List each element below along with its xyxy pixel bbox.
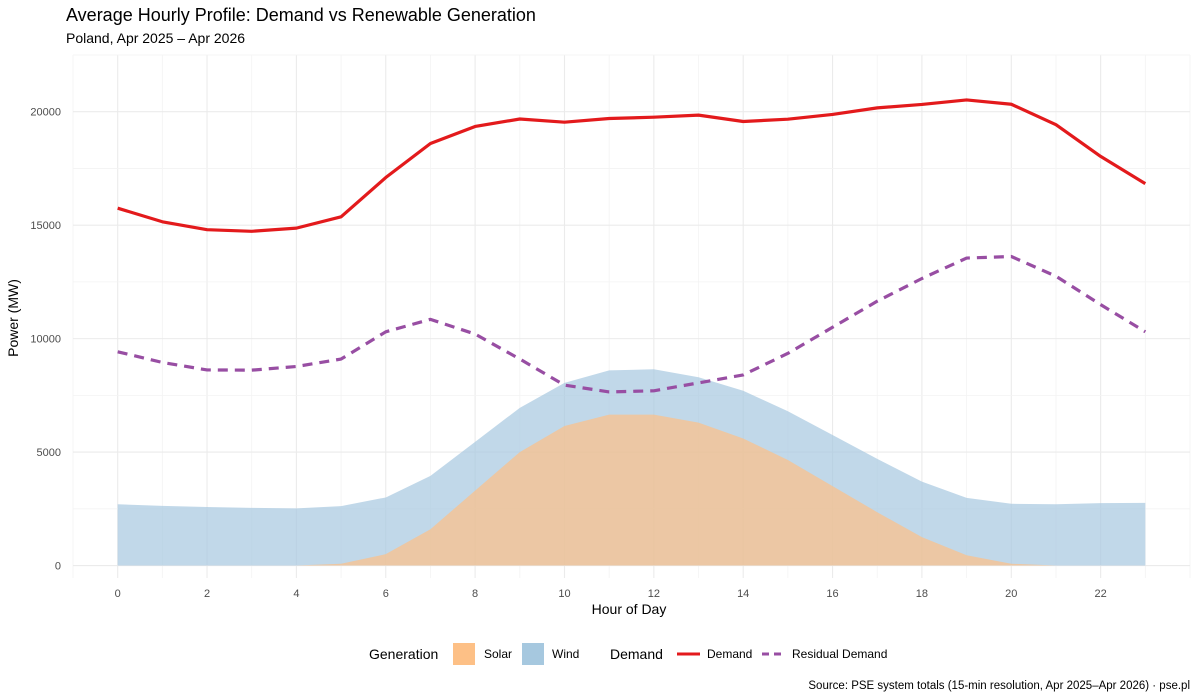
- y-axis-title: Power (MW): [5, 279, 21, 357]
- line-residual-demand: [117, 254, 1147, 394]
- legend: Generation Solar Wind Demand Demand Resi…: [369, 643, 887, 665]
- x-tick-label: 0: [115, 588, 121, 600]
- chart-caption: Source: PSE system totals (15-min resolu…: [808, 680, 1190, 692]
- x-axis-title: Hour of Day: [592, 601, 667, 617]
- legend-label-residual-demand: Residual Demand: [792, 647, 887, 661]
- x-tick-label: 18: [916, 588, 928, 600]
- x-axis-ticks: 0 2 4 6 8 10 12 14 16 18 20 22: [115, 588, 1107, 600]
- x-tick-label: 10: [558, 588, 570, 600]
- legend-swatch-solar: [453, 643, 475, 665]
- x-tick-label: 12: [648, 588, 660, 600]
- y-tick-label: 0: [55, 561, 61, 573]
- x-tick-label: 6: [383, 588, 389, 600]
- area-solar: [117, 414, 1146, 566]
- area-series: [117, 369, 1146, 566]
- x-tick-label: 8: [472, 588, 478, 600]
- x-tick-label: 22: [1095, 588, 1107, 600]
- x-tick-label: 2: [204, 588, 210, 600]
- y-tick-label: 20000: [30, 107, 61, 119]
- y-tick-label: 5000: [37, 447, 61, 459]
- x-tick-label: 4: [293, 588, 299, 600]
- x-tick-label: 20: [1005, 588, 1017, 600]
- legend-label-solar: Solar: [484, 647, 512, 661]
- legend-swatch-wind: [522, 643, 544, 665]
- chart-title: Average Hourly Profile: Demand vs Renewa…: [66, 5, 536, 25]
- legend-label-demand: Demand: [707, 647, 752, 661]
- plot-panel: 0 2 4 6 8 10 12 14 16 18 20 22 0 5000 10000 15000 20000: [30, 54, 1191, 600]
- chart-subtitle: Poland, Apr 2025 – Apr 2026: [66, 30, 245, 46]
- legend-title-generation: Generation: [369, 646, 438, 662]
- x-tick-label: 16: [826, 588, 838, 600]
- line-series: [117, 98, 1147, 394]
- y-tick-label: 10000: [30, 334, 61, 346]
- x-tick-label: 14: [737, 588, 749, 600]
- y-axis-ticks: 0 5000 10000 15000 20000: [30, 107, 61, 573]
- legend-label-wind: Wind: [552, 647, 579, 661]
- legend-title-demand: Demand: [610, 646, 663, 662]
- line-demand: [117, 98, 1147, 233]
- y-tick-label: 15000: [30, 220, 61, 232]
